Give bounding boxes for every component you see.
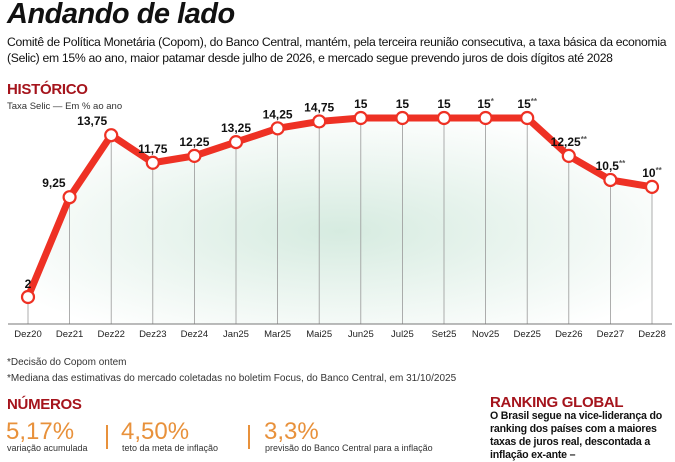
x-tick-label: Dez23: [139, 329, 166, 340]
divider: [106, 425, 108, 449]
numero-desc-3: previsão do Banco Central para a inflaçã…: [265, 443, 433, 453]
data-label: 10,5**: [596, 159, 626, 173]
data-label: 14,75: [304, 100, 334, 114]
data-point: [436, 110, 452, 126]
chart-unit-label: Taxa Selic — Em % ao ano: [7, 101, 123, 112]
data-label: 15: [437, 97, 451, 111]
data-label: 9,25: [42, 176, 66, 190]
data-point: [145, 155, 160, 170]
data-label: 15*: [477, 97, 494, 111]
data-label: 15: [354, 97, 368, 111]
x-tick-label: Dez20: [14, 329, 41, 340]
numero-value-2: 4,50%: [121, 418, 190, 445]
x-tick-label: Dez25: [513, 329, 540, 340]
x-tick-label: Dez21: [56, 329, 83, 340]
data-label: 14,25: [263, 107, 293, 121]
x-tick-label: Jan25: [223, 329, 249, 340]
data-point: [187, 148, 202, 163]
x-tick-label: Dez27: [597, 329, 624, 340]
data-point: [478, 110, 493, 126]
data-label: 15: [396, 97, 410, 111]
data-point: [395, 110, 410, 126]
data-point: [104, 128, 119, 143]
data-label: 2: [25, 277, 32, 291]
x-tick-label: Jun25: [348, 329, 374, 340]
divider: [248, 425, 250, 449]
data-point: [20, 289, 36, 305]
data-point: [644, 179, 660, 194]
footnote-1: *Decisão do Copom ontem: [7, 357, 127, 368]
x-tick-label: Mar25: [264, 329, 291, 340]
data-label: 13,75: [77, 114, 107, 128]
data-label: 15**: [517, 97, 537, 111]
historico-heading: HISTÓRICO: [7, 81, 88, 98]
numeros-heading: NÚMEROS: [7, 396, 82, 413]
series-line: [24, 114, 653, 299]
data-point: [520, 110, 535, 126]
footnote-2: *Mediana das estimativas do mercado cole…: [7, 373, 457, 384]
selic-line-chart: 2 Dez20 9,25 Dez21 13,75 Dez22 11,75 Dez23 12,25…: [8, 97, 672, 340]
data-point: [561, 148, 576, 163]
data-label: 11,75: [138, 142, 168, 156]
data-point: [228, 134, 244, 150]
numero-desc-2: teto da meta de inflação: [122, 443, 219, 453]
x-tick-label: Dez22: [97, 329, 124, 340]
data-point: [62, 190, 77, 205]
data-point: [270, 121, 285, 136]
x-tick-label: Nov25: [472, 329, 499, 340]
data-point: [312, 114, 327, 129]
data-label: 12,25**: [551, 135, 588, 149]
x-tick-label: Mai25: [306, 329, 332, 340]
x-tick-label: Dez24: [181, 329, 208, 340]
ranking-text: O Brasil segue na vice-liderança do rank…: [490, 410, 662, 461]
numero-value-3: 3,3%: [264, 418, 319, 445]
footnotes: *Decisão do Copom ontem *Mediana das est…: [7, 355, 456, 387]
area-fill: [28, 118, 652, 324]
numero-value-1: 5,17%: [6, 418, 75, 445]
data-label: 13,25: [221, 121, 251, 135]
page-title: Andando de lado: [7, 0, 235, 30]
x-tick-label: Dez26: [555, 329, 582, 340]
data-point: [353, 110, 368, 126]
x-tick-label: Jul25: [391, 329, 414, 340]
data-label: 12,25: [179, 135, 209, 149]
data-label: 10**: [642, 166, 662, 180]
ranking-heading: RANKING GLOBAL: [490, 394, 624, 411]
numero-desc-1: variação acumulada: [7, 443, 88, 453]
subtitle: Comitê de Política Monetária (Copom), do…: [7, 35, 667, 65]
x-tick-label: Set25: [432, 329, 457, 340]
x-tick-label: Dez28: [638, 329, 665, 340]
data-point: [603, 172, 618, 188]
